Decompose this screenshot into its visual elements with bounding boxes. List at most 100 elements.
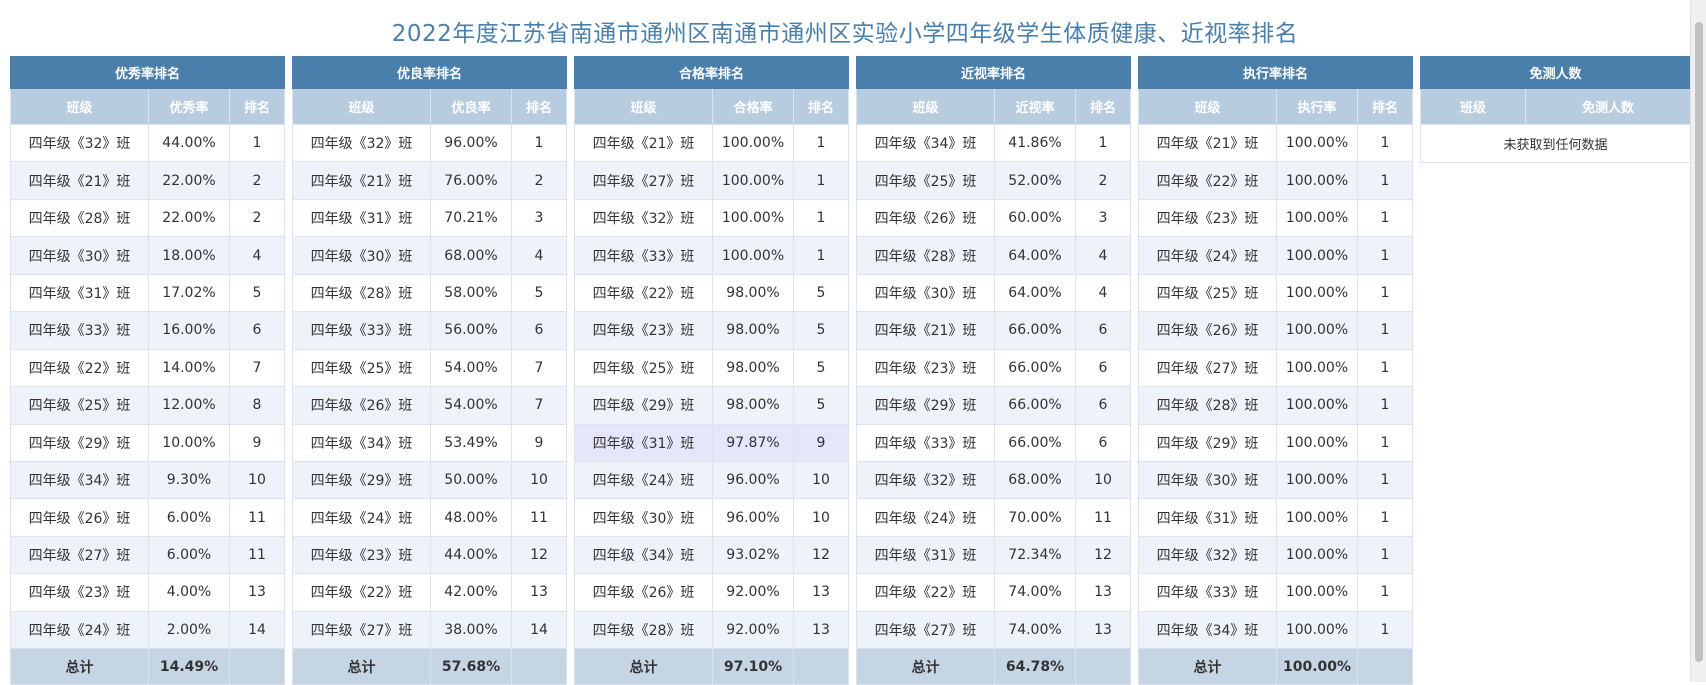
col-header-rate[interactable]: 合格率 [712,88,794,125]
table-row[interactable]: 四年级《25》班 12.00% 8 [10,386,285,425]
table-row[interactable]: 四年级《25》班 98.00% 5 [574,348,849,388]
table-row[interactable]: 四年级《34》班 9.30% 10 [10,460,285,500]
table-row[interactable]: 四年级《28》班 92.00% 13 [574,610,849,650]
col-header-rank[interactable]: 排名 [1075,88,1131,125]
table-row[interactable]: 四年级《33》班 66.00% 6 [856,423,1131,462]
table-row[interactable]: 四年级《27》班 6.00% 11 [10,535,285,575]
table-row[interactable]: 四年级《23》班 100.00% 1 [1138,198,1413,238]
col-header-rank[interactable]: 排名 [229,88,285,125]
table-row[interactable]: 四年级《30》班 100.00% 1 [1138,460,1413,500]
table-row[interactable]: 四年级《26》班 60.00% 3 [856,198,1131,238]
table-row[interactable]: 四年级《31》班 17.02% 5 [10,273,285,313]
table-row[interactable]: 四年级《23》班 4.00% 13 [10,573,285,612]
table-row[interactable]: 四年级《26》班 100.00% 1 [1138,311,1413,350]
table-row[interactable]: 四年级《30》班 96.00% 10 [574,498,849,537]
table-row[interactable]: 四年级《21》班 100.00% 1 [574,123,849,163]
table-row[interactable]: 四年级《21》班 76.00% 2 [292,161,567,200]
panel-title: 执行率排名 [1138,56,1413,89]
cell-rate: 6.00% [148,498,230,537]
col-header-rate[interactable]: 执行率 [1276,88,1358,125]
table-row[interactable]: 四年级《24》班 96.00% 10 [574,460,849,500]
table-row[interactable]: 四年级《28》班 64.00% 4 [856,236,1131,275]
vertical-scrollbar[interactable] [1690,0,1706,682]
table-row[interactable]: 四年级《22》班 100.00% 1 [1138,161,1413,200]
table-row[interactable]: 四年级《28》班 22.00% 2 [10,198,285,238]
table-row[interactable]: 四年级《32》班 100.00% 1 [1138,535,1413,575]
table-row[interactable]: 四年级《29》班 50.00% 10 [292,460,567,500]
table-row[interactable]: 四年级《27》班 100.00% 1 [1138,348,1413,388]
table-row[interactable]: 四年级《30》班 18.00% 4 [10,236,285,275]
cell-rank: 5 [511,273,567,313]
total-row: 总计 14.49% [10,648,285,685]
table-row[interactable]: 四年级《27》班 100.00% 1 [574,161,849,200]
table-row[interactable]: 四年级《24》班 2.00% 14 [10,610,285,650]
col-header-class[interactable]: 班级 [292,88,431,125]
table-row[interactable]: 四年级《32》班 100.00% 1 [574,198,849,238]
table-row[interactable]: 四年级《34》班 100.00% 1 [1138,610,1413,650]
table-row[interactable]: 四年级《22》班 42.00% 13 [292,573,567,612]
table-row[interactable]: 四年级《34》班 93.02% 12 [574,535,849,575]
table-row[interactable]: 四年级《30》班 68.00% 4 [292,236,567,275]
table-row[interactable]: 四年级《22》班 98.00% 5 [574,273,849,313]
table-row[interactable]: 四年级《32》班 96.00% 1 [292,123,567,163]
cell-rank: 1 [511,123,567,163]
table-row[interactable]: 四年级《25》班 100.00% 1 [1138,273,1413,313]
table-row[interactable]: 四年级《31》班 97.87% 9 [574,423,849,462]
cell-rank: 4 [229,236,285,275]
table-row[interactable]: 四年级《33》班 56.00% 6 [292,311,567,350]
col-header-rank[interactable]: 排名 [793,88,849,125]
col-header-rank[interactable]: 排名 [511,88,567,125]
table-row[interactable]: 四年级《22》班 74.00% 13 [856,573,1131,612]
table-row[interactable]: 四年级《25》班 52.00% 2 [856,161,1131,200]
table-row[interactable]: 四年级《34》班 41.86% 1 [856,123,1131,163]
table-row[interactable]: 四年级《33》班 16.00% 6 [10,311,285,350]
table-row[interactable]: 四年级《23》班 98.00% 5 [574,311,849,350]
cell-rate: 22.00% [148,161,230,200]
table-row[interactable]: 四年级《30》班 64.00% 4 [856,273,1131,313]
table-row[interactable]: 四年级《29》班 100.00% 1 [1138,423,1413,462]
table-row[interactable]: 四年级《23》班 44.00% 12 [292,535,567,575]
table-row[interactable]: 四年级《26》班 6.00% 11 [10,498,285,537]
table-row[interactable]: 四年级《29》班 66.00% 6 [856,386,1131,425]
table-row[interactable]: 四年级《21》班 100.00% 1 [1138,123,1413,163]
col-header-class[interactable]: 班级 [574,88,713,125]
table-row[interactable]: 四年级《21》班 22.00% 2 [10,161,285,200]
table-row[interactable]: 四年级《34》班 53.49% 9 [292,423,567,462]
col-header-rate[interactable]: 优秀率 [148,88,230,125]
table-row[interactable]: 四年级《24》班 48.00% 11 [292,498,567,537]
table-row[interactable]: 四年级《25》班 54.00% 7 [292,348,567,388]
table-row[interactable]: 四年级《29》班 98.00% 5 [574,386,849,425]
table-row[interactable]: 四年级《32》班 68.00% 10 [856,460,1131,500]
col-header-class[interactable]: 班级 [10,88,149,125]
table-row[interactable]: 四年级《22》班 14.00% 7 [10,348,285,388]
scrollbar-thumb[interactable] [1695,22,1703,662]
table-row[interactable]: 四年级《31》班 100.00% 1 [1138,498,1413,537]
table-row[interactable]: 四年级《26》班 54.00% 7 [292,386,567,425]
col-header-class[interactable]: 班级 [1138,88,1277,125]
cell-rate: 97.87% [712,423,794,462]
col-header-rate[interactable]: 优良率 [430,88,512,125]
table-row[interactable]: 四年级《27》班 74.00% 13 [856,610,1131,650]
table-row[interactable]: 四年级《32》班 44.00% 1 [10,123,285,163]
col-header-rank[interactable]: 排名 [1357,88,1413,125]
table-row[interactable]: 四年级《27》班 38.00% 14 [292,610,567,650]
table-row[interactable]: 四年级《33》班 100.00% 1 [574,236,849,275]
table-row[interactable]: 四年级《26》班 92.00% 13 [574,573,849,612]
cell-rate: 66.00% [994,311,1076,350]
col-header-class[interactable]: 班级 [856,88,995,125]
table-row[interactable]: 四年级《29》班 10.00% 9 [10,423,285,462]
cell-class: 四年级《27》班 [856,610,995,650]
exempt-col-class[interactable]: 班级 [1420,88,1526,125]
table-row[interactable]: 四年级《28》班 100.00% 1 [1138,386,1413,425]
exempt-col-count[interactable]: 免测人数 [1525,88,1691,125]
table-row[interactable]: 四年级《24》班 70.00% 11 [856,498,1131,537]
table-row[interactable]: 四年级《24》班 100.00% 1 [1138,236,1413,275]
col-header-rate[interactable]: 近视率 [994,88,1076,125]
cell-rank: 6 [1075,348,1131,388]
table-row[interactable]: 四年级《21》班 66.00% 6 [856,311,1131,350]
table-row[interactable]: 四年级《33》班 100.00% 1 [1138,573,1413,612]
table-row[interactable]: 四年级《31》班 72.34% 12 [856,535,1131,575]
table-row[interactable]: 四年级《23》班 66.00% 6 [856,348,1131,388]
table-row[interactable]: 四年级《31》班 70.21% 3 [292,198,567,238]
table-row[interactable]: 四年级《28》班 58.00% 5 [292,273,567,313]
